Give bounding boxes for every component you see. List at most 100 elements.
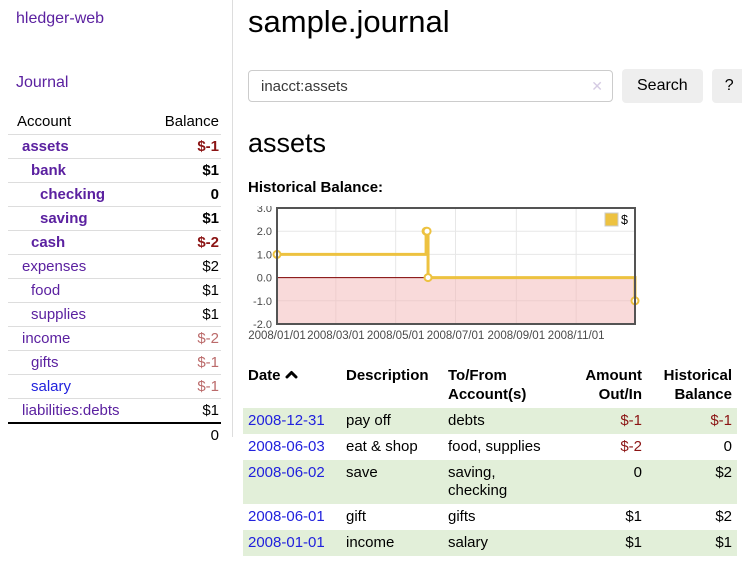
sidebar-accounts-header-row: Account Balance xyxy=(8,110,221,135)
sidebar-account-balance: $-2 xyxy=(142,326,221,351)
sidebar-account-row: bank $1 xyxy=(8,158,221,183)
svg-text:2008/09/01: 2008/09/01 xyxy=(488,330,546,342)
column-header-label: Out/In xyxy=(598,386,642,403)
sidebar-account-link[interactable]: supplies xyxy=(31,306,87,323)
register-column-header: To/From Account(s) xyxy=(443,364,555,408)
sidebar-account-row: cash $-2 xyxy=(8,230,221,255)
sidebar-account-row: saving $1 xyxy=(8,206,221,231)
transaction-accounts: food, supplies xyxy=(448,438,541,455)
page-title: sample.journal xyxy=(248,4,450,39)
svg-text:1.0: 1.0 xyxy=(257,249,272,261)
sidebar-account-row: liabilities:debts $1 xyxy=(8,399,221,424)
sidebar-account-link[interactable]: assets xyxy=(22,138,69,155)
sidebar: hledger-web Journal Account Balance asse… xyxy=(0,0,233,447)
transaction-date-link[interactable]: 2008-06-01 xyxy=(248,508,325,525)
transaction-description: gift xyxy=(346,508,367,525)
sidebar-account-link[interactable]: salary xyxy=(31,378,72,395)
sort-ascending-icon xyxy=(285,371,298,379)
sidebar-account-balance: $-1 xyxy=(142,134,221,159)
sidebar-account-link[interactable]: income xyxy=(22,330,71,347)
transaction-amount: $-2 xyxy=(620,438,642,455)
clear-search-icon[interactable]: ✕ xyxy=(591,78,603,94)
sidebar-account-row: expenses $2 xyxy=(8,254,221,279)
sidebar-account-row: checking 0 xyxy=(8,182,221,207)
historical-balance-chart: 3.0 2.0 1.0 0.0 -1.0 -2.0 2008/01/01 2008/03/01… xyxy=(248,206,742,352)
app-title-link[interactable]: hledger-web xyxy=(16,10,105,27)
chart-label: Historical Balance: xyxy=(248,179,384,196)
sidebar-account-link[interactable]: checking xyxy=(40,186,106,203)
svg-text:3.0: 3.0 xyxy=(257,206,272,215)
transaction-date-link[interactable]: 2008-06-02 xyxy=(248,464,325,481)
column-header-label: Amount xyxy=(585,367,642,384)
register-row: 2008-06-01 gift gifts $1 $2 xyxy=(243,504,737,530)
register-row: 2008-06-02 save saving, checking 0 $2 xyxy=(243,460,737,504)
transaction-balance: $2 xyxy=(715,464,732,481)
sidebar-account-link[interactable]: liabilities:debts xyxy=(22,402,120,419)
account-heading: assets xyxy=(248,128,327,158)
register-column-header: Historical Balance xyxy=(647,364,737,408)
transaction-accounts: gifts xyxy=(448,508,476,525)
sidebar-account-row: gifts $-1 xyxy=(8,350,221,375)
sidebar-account-balance: $1 xyxy=(142,206,221,231)
balance-column-header: Balance xyxy=(142,110,221,135)
sidebar-total-balance: 0 xyxy=(142,422,221,447)
svg-text:2008/03/01: 2008/03/01 xyxy=(307,330,365,342)
sidebar-account-balance: $-2 xyxy=(142,230,221,255)
transaction-date-link[interactable]: 2008-01-01 xyxy=(248,534,325,551)
sidebar-account-link[interactable]: bank xyxy=(31,162,67,179)
transaction-amount: 0 xyxy=(633,464,642,481)
sidebar-account-balance: $1 xyxy=(202,402,219,419)
column-header-label: Date xyxy=(248,367,281,384)
sidebar-account-link[interactable]: food xyxy=(31,282,61,299)
sidebar-account-row: income $-2 xyxy=(8,326,221,351)
svg-text:2008/01/01: 2008/01/01 xyxy=(248,330,306,342)
transaction-amount: $-1 xyxy=(620,412,642,429)
sidebar-account-balance: $2 xyxy=(142,254,221,279)
transaction-accounts: debts xyxy=(448,412,485,429)
search-button[interactable]: Search xyxy=(622,69,703,103)
search-input[interactable] xyxy=(248,70,613,102)
transaction-date-link[interactable]: 2008-06-03 xyxy=(248,438,325,455)
sidebar-account-link[interactable]: expenses xyxy=(22,258,87,275)
register-table: Date Description To/From Account(s) Amount Ou… xyxy=(243,364,737,556)
column-header-label: Account(s) xyxy=(448,386,527,403)
register-header-row: Date Description To/From Account(s) Amount Ou… xyxy=(243,364,737,408)
sidebar-account-link[interactable]: cash xyxy=(31,234,66,251)
column-header-label: To/From xyxy=(448,367,507,384)
sidebar-account-row: supplies $1 xyxy=(8,302,221,327)
transaction-date-link[interactable]: 2008-12-31 xyxy=(248,412,325,429)
sidebar-item-journal[interactable]: Journal xyxy=(16,74,69,91)
sidebar-account-balance: $1 xyxy=(142,278,221,303)
sidebar-account-row: salary $-1 xyxy=(8,374,221,399)
transaction-amount: $1 xyxy=(625,508,642,525)
account-column-header: Account xyxy=(8,110,143,135)
transaction-description: income xyxy=(346,534,395,551)
transaction-balance: $-1 xyxy=(710,412,732,429)
svg-text:2.0: 2.0 xyxy=(257,226,272,238)
sidebar-account-balance: 0 xyxy=(142,182,221,207)
sidebar-account-link[interactable]: saving xyxy=(40,210,88,227)
spacer-cell xyxy=(8,422,143,447)
register-column-header[interactable]: Date xyxy=(243,364,341,408)
sidebar-account-balance: $-1 xyxy=(142,350,221,375)
transaction-description: pay off xyxy=(346,412,391,429)
sidebar-account-balance: $1 xyxy=(142,158,221,183)
help-button[interactable]: ? xyxy=(711,69,742,103)
transaction-description: eat & shop xyxy=(346,438,418,455)
sidebar-account-row: assets $-1 xyxy=(8,134,221,159)
register-column-header: Description xyxy=(341,364,443,408)
transaction-balance: $2 xyxy=(715,508,732,525)
register-column-header: Amount Out/In xyxy=(555,364,647,408)
sidebar-account-balance: $-1 xyxy=(142,374,221,399)
transaction-balance: $1 xyxy=(715,534,732,551)
svg-text:0.0: 0.0 xyxy=(257,273,272,285)
main-content: sample.journal ✕ Search ? assets Histori… xyxy=(233,0,742,556)
register-row: 2008-12-31 pay off debts $-1 $-1 xyxy=(243,408,737,434)
column-header-label: Description xyxy=(346,367,429,384)
svg-text:-2.0: -2.0 xyxy=(253,319,272,331)
sidebar-account-link[interactable]: gifts xyxy=(31,354,59,371)
transaction-amount: $1 xyxy=(625,534,642,551)
sidebar-accounts-table: Account Balance assets $-1 bank $1 check… xyxy=(8,110,221,447)
svg-text:2008/11/01: 2008/11/01 xyxy=(548,330,605,342)
